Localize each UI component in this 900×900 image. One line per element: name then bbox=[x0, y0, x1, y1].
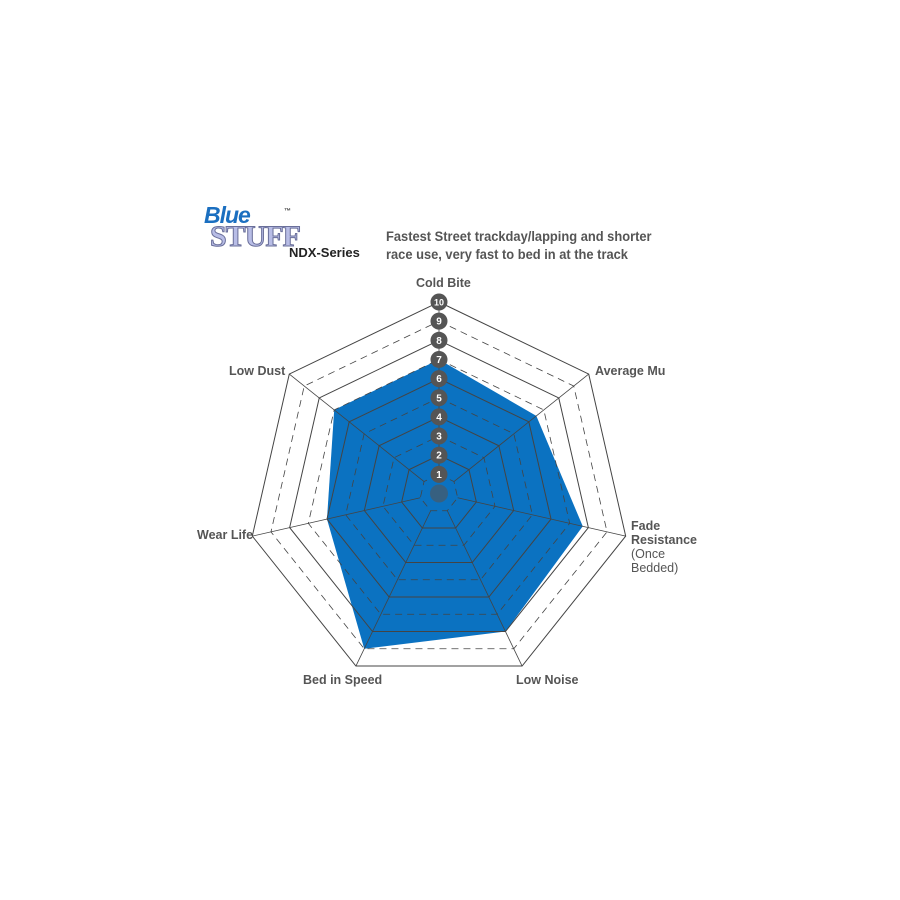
scale-badge-2: 2 bbox=[430, 446, 448, 464]
badge-circle bbox=[430, 389, 448, 407]
grid-ring-1 bbox=[419, 473, 459, 512]
grid-ring-8 bbox=[289, 339, 589, 633]
bluestuff-logo: Blue STUFF ™ bbox=[204, 200, 302, 262]
scale-badge-3: 3 bbox=[430, 427, 448, 445]
series-name: NDX-Series bbox=[289, 245, 360, 260]
grid-ring-9 bbox=[270, 320, 608, 650]
data-area bbox=[326, 359, 583, 649]
badge-circle bbox=[430, 312, 448, 330]
spoke-low-noise bbox=[446, 510, 523, 667]
spoke-bed-in-speed bbox=[355, 510, 432, 667]
scale-badge-10: 10 bbox=[430, 293, 448, 311]
scale-tick-label: 8 bbox=[436, 336, 442, 347]
axis-label-cold-bite: Cold Bite bbox=[416, 276, 471, 290]
scale-badge-1: 1 bbox=[430, 465, 448, 483]
axis-label-average-mu: Average Mu bbox=[595, 364, 666, 378]
scale-tick-label: 7 bbox=[436, 355, 442, 366]
badge-circle bbox=[430, 427, 448, 445]
badge-circle bbox=[430, 446, 448, 464]
grid-ring-4 bbox=[363, 416, 515, 564]
scale-tick-label: 5 bbox=[436, 393, 442, 404]
badge-circle bbox=[430, 293, 448, 311]
spoke-average-mu bbox=[453, 373, 589, 482]
subtitle-line: Fastest Street trackday/lapping and shor… bbox=[386, 228, 652, 244]
axis-label-bed-in-speed: Bed in Speed bbox=[303, 673, 383, 687]
grid-ring-10 bbox=[251, 301, 627, 667]
axis-label-low-dust: Low Dust bbox=[229, 364, 286, 378]
scale-tick-label: 3 bbox=[436, 432, 442, 443]
scale-badge-6: 6 bbox=[430, 370, 448, 388]
spoke-low-dust bbox=[289, 373, 425, 482]
spoke-fade-resistance bbox=[457, 497, 626, 537]
logo-blue: Blue bbox=[204, 202, 251, 228]
badge-circle bbox=[430, 465, 448, 483]
badge-circle bbox=[430, 408, 448, 426]
subtitle: Fastest Street trackday/lapping and shor… bbox=[386, 227, 652, 263]
scale-badge-8: 8 bbox=[430, 331, 448, 349]
badge-circle bbox=[430, 350, 448, 368]
axis-label-low-noise: Low Noise bbox=[516, 673, 579, 687]
scale-badge-5: 5 bbox=[430, 389, 448, 407]
subtitle-line: race use, very fast to bed in at the tra… bbox=[386, 246, 628, 262]
axis-label-fade-resistance: Fade Resistance (Once Bedded) bbox=[631, 519, 711, 575]
grid-ring-2 bbox=[401, 454, 477, 529]
fade-resistance-text: Fade Resistance bbox=[631, 519, 698, 547]
grid-ring-5 bbox=[345, 397, 533, 581]
scale-tick-label: 9 bbox=[436, 317, 442, 328]
center-hub bbox=[430, 484, 448, 503]
scale-tick-label: 6 bbox=[436, 374, 442, 385]
scale-tick-label: 4 bbox=[436, 412, 442, 423]
scale-tick-label: 2 bbox=[436, 451, 442, 462]
grid-ring-6 bbox=[326, 378, 552, 598]
grid-ring-7 bbox=[307, 359, 571, 615]
scale-badge-4: 4 bbox=[430, 408, 448, 426]
scale-badge-7: 7 bbox=[430, 350, 448, 368]
axis-label-wear-life: Wear Life bbox=[197, 528, 254, 542]
scale-badge-9: 9 bbox=[430, 312, 448, 330]
badge-circle bbox=[430, 331, 448, 349]
logo-stuff: STUFF bbox=[209, 220, 301, 254]
scale-tick-label: 1 bbox=[436, 470, 442, 481]
spoke-wear-life bbox=[252, 497, 421, 537]
scale-tick-label: 10 bbox=[434, 298, 444, 308]
badge-circle bbox=[430, 370, 448, 388]
fade-resistance-sublabel: (Once Bedded) bbox=[631, 547, 679, 575]
grid-ring-3 bbox=[382, 435, 496, 546]
logo-tm: ™ bbox=[284, 208, 291, 215]
